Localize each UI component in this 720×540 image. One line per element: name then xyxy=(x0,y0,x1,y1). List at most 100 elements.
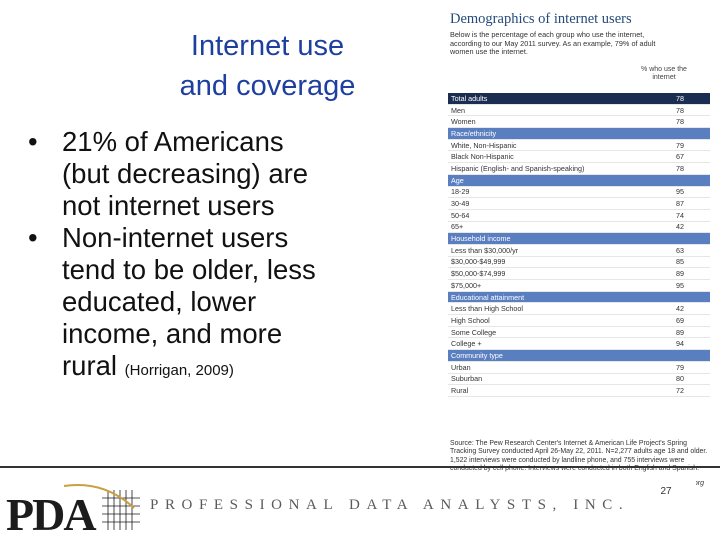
table-row: Rural 72 xyxy=(448,385,710,397)
slide-title-line2: and coverage xyxy=(179,70,356,102)
bullet-dot-icon: • xyxy=(28,126,38,157)
table-row: Women 78 xyxy=(448,116,710,129)
row-label: Age xyxy=(451,175,464,185)
slide-title: Internet use and coverage xyxy=(150,26,385,106)
table-row: Less than $30,000/yr 63 xyxy=(448,245,710,257)
bullet-line: Non-internet users xyxy=(62,222,289,253)
logo-arc-icon xyxy=(63,484,135,509)
bullet-line: income, and more xyxy=(62,318,283,349)
bullet-line: educated, lower xyxy=(62,286,257,317)
table-source: Source: The Pew Research Center's Intern… xyxy=(450,440,708,472)
table-row: Total adults 78 xyxy=(448,93,710,105)
row-label: 18-29 xyxy=(451,187,470,197)
bullet-line: 21% of Americans xyxy=(62,126,284,157)
table-row: College + 94 xyxy=(448,338,710,351)
row-value: 42 xyxy=(676,304,684,314)
row-value: 78 xyxy=(676,117,684,127)
table-row: 18-29 95 xyxy=(448,187,710,199)
table-section-row: Age xyxy=(448,174,710,187)
row-label: Suburban xyxy=(451,374,483,384)
citation: (Horrigan, 2009) xyxy=(124,362,234,379)
table-row: 50-64 74 xyxy=(448,210,710,222)
slide-title-line1: Internet use xyxy=(190,30,345,62)
row-label: Black Non-Hispanic xyxy=(451,152,514,162)
table-row: $50,000-$74,999 89 xyxy=(448,268,710,280)
pda-logo: PDA xyxy=(6,484,140,538)
row-label: Hispanic (English- and Spanish-speaking) xyxy=(451,163,585,173)
row-value: 72 xyxy=(676,386,684,396)
row-label: High School xyxy=(451,315,490,325)
table-description: Below is the percentage of each group wh… xyxy=(450,30,656,57)
row-label: Total adults xyxy=(451,93,488,103)
row-value: 95 xyxy=(676,280,684,290)
row-label: White, Non-Hispanic xyxy=(451,140,517,150)
row-label: 50-64 xyxy=(451,210,470,220)
row-label: Urban xyxy=(451,362,471,372)
row-value: 78 xyxy=(676,105,684,115)
row-label: $30,000-$49,999 xyxy=(451,257,506,267)
row-label: Women xyxy=(451,117,476,127)
table-column-header: % who use the internet xyxy=(641,66,687,81)
row-label: Men xyxy=(451,105,465,115)
row-value: 79 xyxy=(676,140,684,150)
table-row: Hispanic (English- and Spanish-speaking)… xyxy=(448,163,710,175)
row-label: College + xyxy=(451,339,482,349)
row-label: 65+ xyxy=(451,222,464,232)
bullet-item: • 21% of Americans (but decreasing) are … xyxy=(28,126,428,222)
row-value: 69 xyxy=(676,315,684,325)
table-rows: Total adults 78 Men 78 Women 78 Race/ethnicity… xyxy=(448,93,710,397)
table-section-row: Household income xyxy=(448,233,710,245)
bullet-word: rural xyxy=(62,350,118,381)
row-label: Less than $30,000/yr xyxy=(451,245,519,255)
table-row: $30,000-$49,999 85 xyxy=(448,257,710,269)
row-value: 74 xyxy=(676,210,684,220)
logo-grid-icon xyxy=(102,490,140,530)
row-value: 80 xyxy=(676,374,684,384)
demographics-table-image: Demographics of internet users Below is … xyxy=(444,8,714,498)
row-value: 79 xyxy=(676,362,684,372)
row-value: 89 xyxy=(676,269,684,279)
row-value: 67 xyxy=(676,152,684,162)
row-label: Less than High School xyxy=(451,304,523,314)
page-number: 27 xyxy=(636,472,696,512)
row-value: 85 xyxy=(676,257,684,267)
table-row: White, Non-Hispanic 79 xyxy=(448,140,710,152)
row-label: Rural xyxy=(451,386,469,396)
table-row: 65+ 42 xyxy=(448,222,710,234)
row-value: 94 xyxy=(676,339,684,349)
row-value: 87 xyxy=(676,199,684,209)
table-row: $75,000+ 95 xyxy=(448,280,710,292)
table-row: Urban 79 xyxy=(448,362,710,374)
bullet-line: (but decreasing) are xyxy=(62,158,309,189)
row-label: Community type xyxy=(451,350,503,360)
row-value: 89 xyxy=(676,327,684,337)
table-row: Suburban 80 xyxy=(448,374,710,386)
bullet-item: • Non-internet users tend to be older, l… xyxy=(28,222,428,387)
row-value: 78 xyxy=(676,93,684,103)
bullet-list: • 21% of Americans (but decreasing) are … xyxy=(28,126,428,387)
row-value: 78 xyxy=(676,163,684,173)
table-row: Men 78 xyxy=(448,105,710,117)
table-section-row: Race/ethnicity xyxy=(448,128,710,140)
row-label: $75,000+ xyxy=(451,280,482,290)
row-label: Some College xyxy=(451,327,497,337)
row-label: Educational attainment xyxy=(451,292,525,302)
row-label: $50,000-$74,999 xyxy=(451,269,506,279)
table-section-row: Community type xyxy=(448,350,710,362)
table-section-row: Educational attainment xyxy=(448,291,710,304)
row-label: 30-49 xyxy=(451,199,470,209)
row-label: Race/ethnicity xyxy=(451,128,497,138)
table-title: Demographics of internet users xyxy=(450,11,632,27)
row-value: 63 xyxy=(676,245,684,255)
bullet-line: not internet users xyxy=(62,190,275,221)
bullet-dot-icon: • xyxy=(28,222,38,253)
table-row: Some College 89 xyxy=(448,327,710,339)
table-row: 30-49 87 xyxy=(448,198,710,210)
logo-text: PDA xyxy=(6,489,96,538)
table-row: Black Non-Hispanic 67 xyxy=(448,151,710,164)
bullet-line: rural (Horrigan, 2009) xyxy=(62,350,428,387)
table-row: Less than High School 42 xyxy=(448,303,710,316)
bullet-line: tend to be older, less xyxy=(62,254,316,285)
row-value: 95 xyxy=(676,187,684,197)
company-name: PROFESSIONAL DATA ANALYSTS, INC. xyxy=(150,497,630,513)
